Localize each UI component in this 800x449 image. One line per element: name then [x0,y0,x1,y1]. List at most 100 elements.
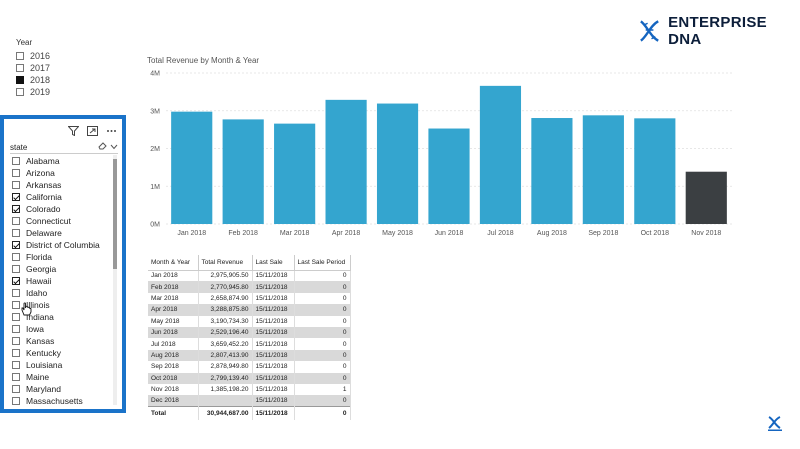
focus-mode-icon[interactable] [86,125,99,136]
table-total-row: Total 30,944,687.00 15/11/2018 0 [148,406,351,420]
state-item[interactable]: Arizona [12,167,112,179]
year-item[interactable]: 2016 [16,50,96,62]
state-checkbox[interactable] [12,205,20,213]
state-checkbox[interactable] [12,313,20,321]
table-cell: Nov 2018 [148,383,199,396]
state-checkbox[interactable] [12,217,20,225]
table-total-cell: 0 [294,406,351,420]
state-item[interactable]: Alabama [12,155,112,167]
state-item[interactable]: Indiana [12,311,112,323]
state-item[interactable]: Hawaii [12,275,112,287]
state-item[interactable]: Maine [12,371,112,383]
state-checkbox[interactable] [12,277,20,285]
year-item[interactable]: 2019 [16,86,96,98]
state-item[interactable]: Idaho [12,287,112,299]
table-cell: 0 [294,292,351,305]
chart-bar[interactable] [274,123,316,224]
state-label: Arkansas [26,180,62,190]
chart-bar[interactable] [531,118,573,224]
year-item[interactable]: 2017 [16,62,96,74]
col-header-total-revenue[interactable]: Total Revenue [198,255,253,271]
chart-bar[interactable] [376,103,419,224]
state-slicer-title: state [10,142,28,152]
state-checkbox[interactable] [12,289,20,297]
year-checkbox[interactable] [16,76,24,84]
state-item[interactable]: Louisiana [12,359,112,371]
state-label: Arizona [26,168,55,178]
chart-bar[interactable] [634,118,676,224]
state-item[interactable]: Florida [12,251,112,263]
chart-bar[interactable] [325,99,367,224]
state-slicer-header: state [10,141,118,154]
state-item[interactable]: California [12,191,112,203]
filter-icon[interactable] [67,125,80,136]
chart-bar[interactable] [171,111,213,224]
eraser-icon[interactable] [98,142,107,152]
state-checkbox[interactable] [12,301,20,309]
state-checkbox[interactable] [12,361,20,369]
table-cell: Aug 2018 [148,349,199,362]
state-slicer[interactable]: state Alabama Arizona Arkansas California Co… [0,115,126,413]
state-label: Delaware [26,228,62,238]
table-cell: 0 [294,281,351,293]
more-options-icon[interactable] [105,125,118,136]
state-item[interactable]: Colorado [12,203,112,215]
state-checkbox[interactable] [12,181,20,189]
chart-bar[interactable] [479,85,522,224]
chart-bar[interactable] [685,171,727,224]
resize-handle-bottom[interactable] [58,410,68,413]
state-checkbox[interactable] [12,229,20,237]
state-item[interactable]: Connecticut [12,215,112,227]
year-label: 2016 [30,51,51,61]
year-item[interactable]: 2018 [16,74,96,86]
state-checkbox[interactable] [12,385,20,393]
x-tick-label: Mar 2018 [280,230,310,237]
state-item[interactable]: Delaware [12,227,112,239]
col-header-last-sale-period[interactable]: Last Sale Period [294,255,351,271]
state-item[interactable]: Arkansas [12,179,112,191]
state-checkbox[interactable] [12,169,20,177]
year-checkbox[interactable] [16,88,24,96]
state-checkbox[interactable] [12,265,20,273]
state-item[interactable]: Illinois [12,299,112,311]
state-label: Maine [26,372,50,382]
state-item[interactable]: Georgia [12,263,112,275]
col-header-last-sale[interactable]: Last Sale [252,255,295,271]
state-checkbox[interactable] [12,397,20,405]
state-checkbox[interactable] [12,325,20,333]
resize-handle-top[interactable] [58,115,68,118]
state-label: Indiana [26,312,54,322]
x-tick-label: Jun 2018 [435,230,464,237]
state-label: Kentucky [26,348,61,358]
state-item[interactable]: Massachusetts [12,395,112,407]
state-checkbox[interactable] [12,373,20,381]
state-item[interactable]: Maryland [12,383,112,395]
state-checkbox[interactable] [12,157,20,165]
chevron-down-icon[interactable] [110,143,118,152]
x-tick-label: Sep 2018 [588,230,618,237]
state-item[interactable]: District of Columbia [12,239,112,251]
state-list-scrollbar[interactable] [113,155,117,405]
state-item[interactable]: Kansas [12,335,112,347]
col-header-month-year[interactable]: Month & Year [148,255,199,271]
state-item[interactable]: Kentucky [12,347,112,359]
year-checkbox[interactable] [16,64,24,72]
revenue-table: Month & Year Total Revenue Last Sale Las… [148,255,351,420]
x-tick-label: Nov 2018 [691,230,721,237]
chart-bar[interactable] [428,128,470,224]
scroll-thumb[interactable] [113,159,117,269]
chart-title: Total Revenue by Month & Year [147,56,260,65]
state-checkbox[interactable] [12,253,20,261]
state-item[interactable]: Iowa [12,323,112,335]
chart-bar[interactable] [582,115,624,224]
state-checkbox[interactable] [12,349,20,357]
state-label: Kansas [26,336,55,346]
chart-bar[interactable] [222,119,264,224]
state-checkbox[interactable] [12,241,20,249]
year-checkbox[interactable] [16,52,24,60]
revenue-bar-chart: 0M 1M 2M 3M 4M Jan 2018 Feb 2018 Mar 2018 Apr 20… [150,71,732,237]
table-cell: Apr 2018 [148,304,199,316]
table-cell: 15/11/2018 [252,395,295,407]
state-checkbox[interactable] [12,337,20,345]
state-checkbox[interactable] [12,193,20,201]
